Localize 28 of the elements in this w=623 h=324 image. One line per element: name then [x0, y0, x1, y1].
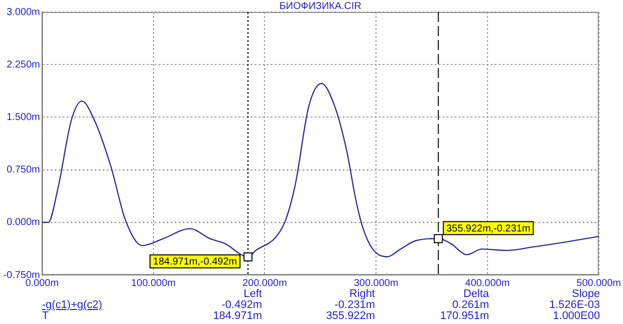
chart-title: БИОФИЗИКА.CIR [279, 0, 362, 12]
y-tick-label: 3.000m [6, 6, 40, 18]
text: 355.922m [326, 310, 375, 322]
text: Right [349, 288, 375, 300]
text: Left [244, 288, 262, 300]
text: -0.231m [334, 299, 375, 311]
x-tick-label: 500.000m [576, 278, 622, 289]
annotation: 355.922m,-0.231m [446, 223, 530, 234]
text: 0.261m [452, 299, 489, 311]
annotation: 184.971m,-0.492m [153, 256, 237, 268]
text: Slope [572, 288, 600, 300]
text: -0.492m [222, 299, 262, 311]
text: -g(c1)+g(c2) [42, 299, 102, 311]
x-tick-label: 100.000m [131, 278, 176, 289]
x-tick-label: 300.000m [354, 278, 398, 289]
x-tick-label: 0.000m [25, 278, 59, 289]
text: 184.971m [213, 310, 262, 322]
text: 1.526E-03 [549, 299, 600, 311]
y-tick-label: 1.500m [6, 112, 40, 123]
y-tick-label: 0.000m [6, 217, 40, 228]
y-tick-label: 0.750m [6, 164, 40, 176]
text: Delta [463, 288, 489, 300]
text: 170.951m [440, 310, 489, 322]
text: T [42, 310, 49, 322]
x-tick-label: 400.000m [465, 278, 510, 289]
y-tick-label: 2.250m [6, 59, 40, 70]
x-tick-label: 200.000m [242, 278, 287, 289]
text: 1.000E00 [552, 310, 600, 322]
